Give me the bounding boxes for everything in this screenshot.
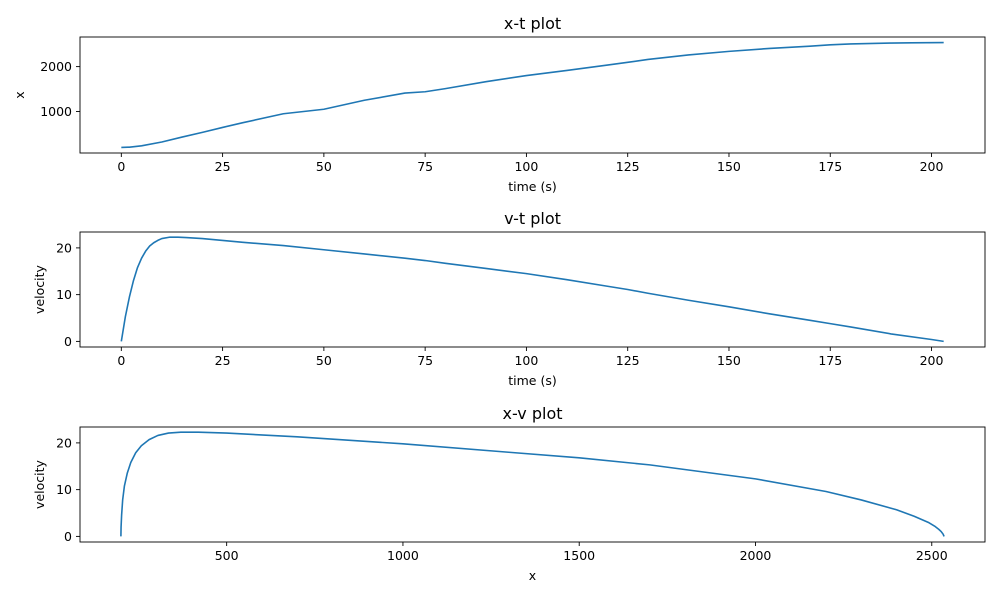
x-axis-label: x: [529, 568, 536, 583]
series-line: [120, 431, 945, 537]
x-tick-label: 2000: [740, 548, 772, 563]
chart-panel-1: x-t plot 0 25 50 75 100 125 150 175 200 1000 2000 ti…: [12, 14, 986, 194]
y-tick-label: 20: [56, 435, 72, 450]
x-tick-label: 175: [818, 353, 842, 368]
x-tick-label: 200: [920, 159, 944, 174]
plot-frame: [79, 231, 986, 348]
y-tick-label: 20: [56, 240, 72, 255]
x-tick-label: 0: [117, 159, 125, 174]
x-tick-label: 1000: [387, 548, 419, 563]
x-tick-label: 125: [616, 159, 640, 174]
y-tick-label: 10: [56, 482, 72, 497]
x-tick-label: 25: [215, 159, 231, 174]
x-tick-label: 125: [616, 353, 640, 368]
y-axis-label: x: [12, 91, 27, 98]
x-axis-label: time (s): [508, 179, 556, 194]
x-tick-label: 50: [316, 159, 332, 174]
y-tick-label: 0: [64, 334, 72, 349]
x-tick-label: 75: [417, 353, 433, 368]
y-tick-label: 0: [64, 529, 72, 544]
x-tick-label: 50: [316, 353, 332, 368]
x-tick-label: 2500: [916, 548, 948, 563]
y-axis-label: velocity: [32, 459, 47, 508]
x-tick-label: 150: [717, 353, 741, 368]
series-line: [120, 236, 944, 343]
chart-title: x-t plot: [504, 14, 561, 33]
x-tick-label: 175: [818, 159, 842, 174]
x-tick-label: 1500: [563, 548, 595, 563]
y-tick-label: 10: [56, 287, 72, 302]
y-axis-label: velocity: [32, 264, 47, 313]
chart-panel-3: x-v plot 500 1000 1500 2000 2500 0 10 20 x velocit…: [32, 404, 986, 583]
x-tick-label: 25: [215, 353, 231, 368]
x-tick-label: 100: [514, 353, 538, 368]
chart-panel-2: v-t plot 0 25 50 75 100 125 150 175 200 0 10 20 time …: [32, 209, 986, 388]
series-line: [121, 41, 944, 149]
y-tick-label: 2000: [40, 59, 72, 74]
plot-frame: [79, 36, 986, 154]
y-tick-label: 1000: [40, 104, 72, 119]
x-tick-label: 200: [920, 353, 944, 368]
x-tick-label: 0: [117, 353, 125, 368]
x-axis-label: time (s): [508, 373, 556, 388]
x-tick-label: 150: [717, 159, 741, 174]
chart-title: x-v plot: [502, 404, 562, 423]
x-tick-label: 75: [417, 159, 433, 174]
chart-title: v-t plot: [504, 209, 561, 228]
plot-frame: [79, 426, 986, 543]
x-tick-label: 100: [514, 159, 538, 174]
x-tick-label: 500: [215, 548, 239, 563]
